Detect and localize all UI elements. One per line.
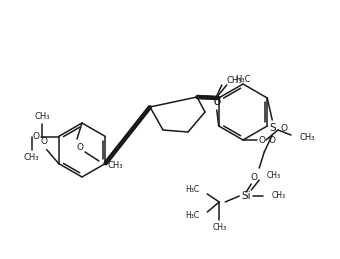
Text: O: O (76, 142, 84, 152)
Text: CH₃: CH₃ (24, 153, 39, 162)
Text: CH₃: CH₃ (107, 162, 122, 170)
Text: CH₃: CH₃ (266, 171, 280, 181)
Text: O: O (251, 174, 258, 183)
Text: CH₃: CH₃ (212, 224, 226, 233)
Text: CH₃: CH₃ (35, 112, 50, 121)
Text: O: O (213, 97, 220, 106)
Text: H₃C: H₃C (235, 75, 250, 83)
Text: S: S (269, 123, 275, 133)
Text: H₃C: H₃C (185, 185, 199, 195)
Text: Si: Si (241, 191, 251, 201)
Text: O: O (40, 137, 47, 146)
Text: H₃C: H₃C (185, 212, 199, 220)
Text: CH₃: CH₃ (271, 191, 285, 200)
Text: O: O (281, 124, 288, 133)
Text: CH₃: CH₃ (299, 133, 314, 141)
Text: O: O (32, 132, 39, 141)
Text: O: O (258, 135, 266, 145)
Text: CH₃: CH₃ (227, 76, 242, 84)
Text: O: O (213, 97, 220, 106)
Text: O: O (269, 135, 276, 145)
